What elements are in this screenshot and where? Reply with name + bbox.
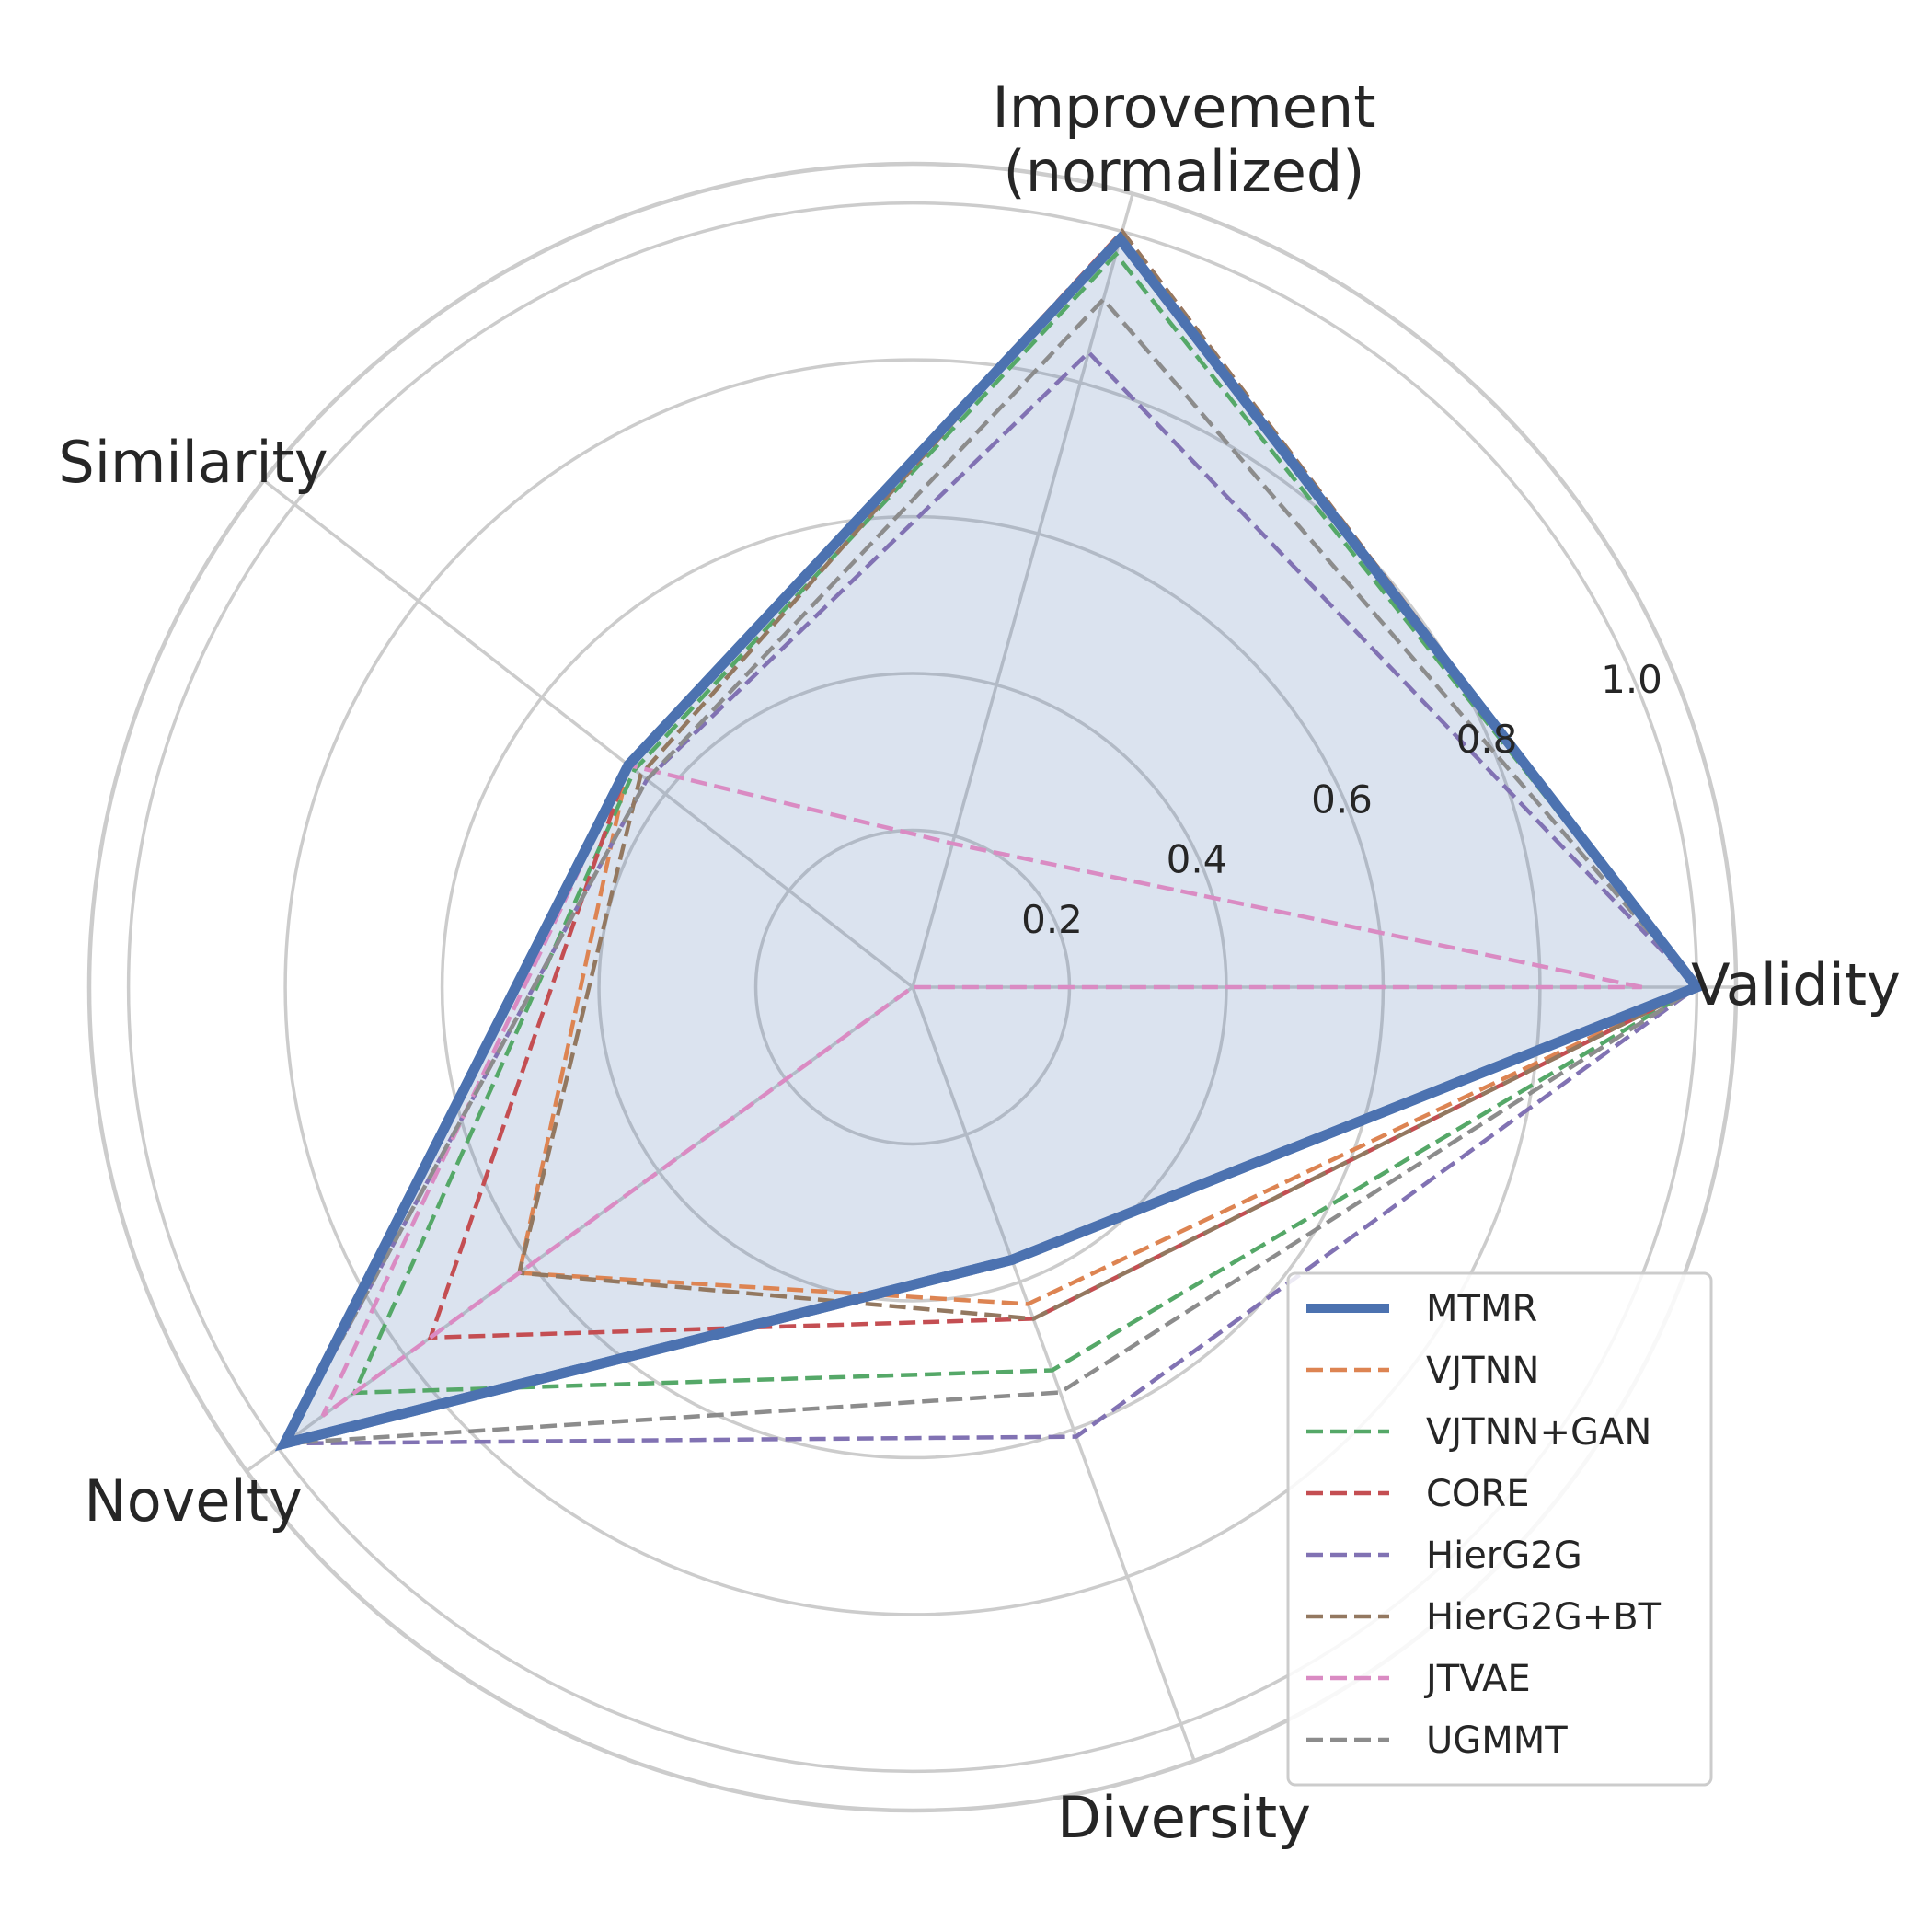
radial-tick-labels: 0.2 0.4 0.6 0.8 1.0 <box>1021 657 1662 942</box>
series-line-vjtnn-gan <box>351 250 1700 1396</box>
legend: MTMR VJTNN VJTNN+GAN CORE HierG2G HierG2G+BT J… <box>1286 1271 1713 1787</box>
tick-label-1.0: 1.0 <box>1601 657 1662 702</box>
axis-label-novelty: Novelty <box>84 1467 302 1535</box>
series-fill-mtmr <box>284 238 1697 1443</box>
legend-label-ugmmt: UGMMT <box>1426 1719 1568 1762</box>
legend-label-vjtnn-gan: VJTNN+GAN <box>1426 1411 1651 1454</box>
legend-label-mtmr: MTMR <box>1426 1288 1537 1330</box>
axis-label-diversity: Diversity <box>1057 1784 1311 1851</box>
legend-label-hierg2g-bt: HierG2G+BT <box>1426 1596 1662 1639</box>
mtmr-fill-area <box>284 238 1697 1443</box>
axis-labels: Validity Improvement (normalized) Similarit… <box>58 74 1900 1851</box>
axis-label-improvement: Improvement (normalized) <box>992 74 1375 205</box>
axis-label-similarity: Similarity <box>58 429 328 496</box>
axis-label-validity: Validity <box>1691 951 1901 1018</box>
legend-label-core: CORE <box>1426 1473 1529 1515</box>
legend-frame <box>1286 1271 1713 1787</box>
tick-label-0.6: 0.6 <box>1311 776 1373 822</box>
legend-label-jtvae: JTVAE <box>1423 1658 1531 1700</box>
series-line-hierg2g-bt <box>516 228 1700 1321</box>
tick-label-0.4: 0.4 <box>1167 837 1228 882</box>
series-lines <box>274 228 1706 1452</box>
legend-label-hierg2g: HierG2G <box>1426 1535 1582 1577</box>
series-line-mtmr-top <box>274 231 1706 1452</box>
legend-label-vjtnn: VJTNN <box>1426 1350 1539 1392</box>
series-line-ugmmt <box>281 296 1700 1446</box>
tick-label-0.2: 0.2 <box>1021 897 1083 942</box>
axis-spoke-1 <box>911 193 1134 988</box>
tick-label-0.8: 0.8 <box>1456 717 1518 762</box>
axis-spoke-4 <box>911 986 1196 1762</box>
axis-spoke-2 <box>262 478 914 989</box>
